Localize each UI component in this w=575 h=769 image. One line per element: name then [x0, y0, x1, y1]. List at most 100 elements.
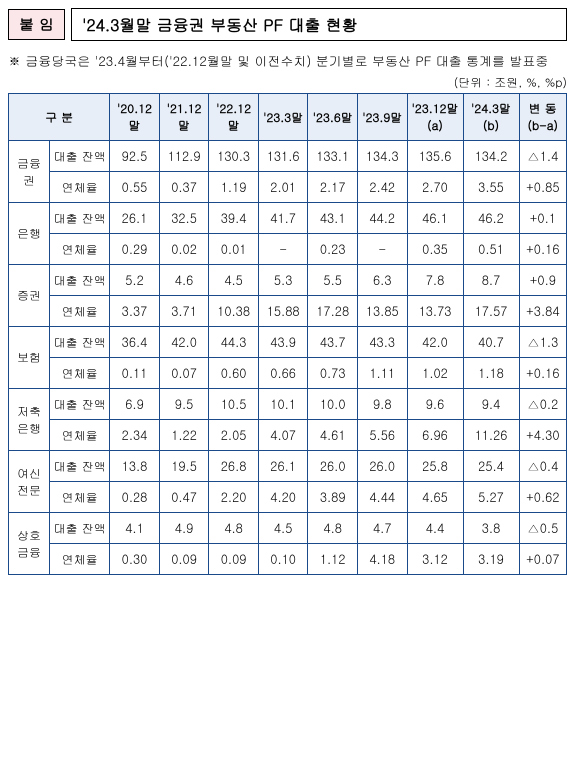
table-row: 연체율0.110.070.600.660.731.111.021.18+0.16 — [9, 358, 567, 389]
value-cell: 4.4 — [407, 513, 463, 544]
table-row: 금융권대출 잔액92.5112.9130.3131.6133.1134.3135… — [9, 141, 567, 172]
value-cell: 9.4 — [463, 389, 519, 420]
col-period-5: '23.9말 — [357, 94, 407, 141]
value-cell: 25.4 — [463, 451, 519, 482]
value-cell: 1.02 — [407, 358, 463, 389]
value-cell: 0.29 — [110, 234, 160, 265]
subrow-rate: 연체율 — [49, 482, 109, 513]
value-cell: 15.88 — [258, 296, 308, 327]
delta-cell: +0.16 — [519, 358, 566, 389]
value-cell: 130.3 — [209, 141, 259, 172]
table-row: 은행대출 잔액26.132.539.441.743.144.246.146.2+… — [9, 203, 567, 234]
value-cell: 2.17 — [308, 172, 358, 203]
value-cell: 7.8 — [407, 265, 463, 296]
value-cell: 1.18 — [463, 358, 519, 389]
value-cell: 17.28 — [308, 296, 358, 327]
value-cell: 43.9 — [258, 327, 308, 358]
col-category: 구 분 — [9, 94, 110, 141]
value-cell: 0.37 — [159, 172, 209, 203]
value-cell: 46.2 — [463, 203, 519, 234]
value-cell: 10.5 — [209, 389, 259, 420]
col-period-3: '23.3말 — [258, 94, 308, 141]
value-cell: 4.18 — [357, 544, 407, 575]
category-cell: 저축 은행 — [9, 389, 50, 451]
value-cell: 44.2 — [357, 203, 407, 234]
delta-cell: +0.85 — [519, 172, 566, 203]
value-cell: 4.8 — [209, 513, 259, 544]
col-b: '24.3말 (b) — [463, 94, 519, 141]
value-cell: 3.19 — [463, 544, 519, 575]
value-cell: 133.1 — [308, 141, 358, 172]
value-cell: 10.1 — [258, 389, 308, 420]
category-cell: 증권 — [9, 265, 50, 327]
value-cell: 42.0 — [159, 327, 209, 358]
category-cell: 상호 금융 — [9, 513, 50, 575]
delta-cell: △1.3 — [519, 327, 566, 358]
value-cell: 2.70 — [407, 172, 463, 203]
value-cell: 0.73 — [308, 358, 358, 389]
value-cell: 5.5 — [308, 265, 358, 296]
value-cell: 32.5 — [159, 203, 209, 234]
subrow-rate: 연체율 — [49, 172, 109, 203]
value-cell: 43.3 — [357, 327, 407, 358]
subrow-balance: 대출 잔액 — [49, 327, 109, 358]
value-cell: 0.66 — [258, 358, 308, 389]
subrow-balance: 대출 잔액 — [49, 203, 109, 234]
value-cell: 134.2 — [463, 141, 519, 172]
subrow-rate: 연체율 — [49, 234, 109, 265]
value-cell: 2.20 — [209, 482, 259, 513]
value-cell: 2.42 — [357, 172, 407, 203]
category-cell: 보험 — [9, 327, 50, 389]
attachment-badge: 붙 임 — [8, 9, 65, 40]
value-cell: 4.1 — [110, 513, 160, 544]
value-cell: 0.09 — [209, 544, 259, 575]
value-cell: 2.01 — [258, 172, 308, 203]
value-cell: 10.0 — [308, 389, 358, 420]
value-cell: 131.6 — [258, 141, 308, 172]
value-cell: 6.9 — [110, 389, 160, 420]
delta-cell: +0.07 — [519, 544, 566, 575]
value-cell: 13.85 — [357, 296, 407, 327]
value-cell: 6.96 — [407, 420, 463, 451]
col-delta: 변 동 (b-a) — [519, 94, 566, 141]
category-cell: 금융권 — [9, 141, 50, 203]
value-cell: 0.60 — [209, 358, 259, 389]
subrow-rate: 연체율 — [49, 544, 109, 575]
value-cell: 44.3 — [209, 327, 259, 358]
value-cell: 4.8 — [308, 513, 358, 544]
delta-cell: △0.5 — [519, 513, 566, 544]
value-cell: 36.4 — [110, 327, 160, 358]
delta-cell: △1.4 — [519, 141, 566, 172]
delta-cell: +3.84 — [519, 296, 566, 327]
value-cell: 9.5 — [159, 389, 209, 420]
value-cell: 92.5 — [110, 141, 160, 172]
value-cell: 13.8 — [110, 451, 160, 482]
value-cell: 4.20 — [258, 482, 308, 513]
table-row: 보험대출 잔액36.442.044.343.943.743.342.040.7△… — [9, 327, 567, 358]
value-cell: 0.01 — [209, 234, 259, 265]
delta-cell: +0.9 — [519, 265, 566, 296]
table-row: 연체율0.550.371.192.012.172.422.703.55+0.85 — [9, 172, 567, 203]
subrow-balance: 대출 잔액 — [49, 389, 109, 420]
value-cell: 1.19 — [209, 172, 259, 203]
table-row: 증권대출 잔액5.24.64.55.35.56.37.88.7+0.9 — [9, 265, 567, 296]
value-cell: 4.7 — [357, 513, 407, 544]
value-cell: 4.9 — [159, 513, 209, 544]
value-cell: 46.1 — [407, 203, 463, 234]
table-row: 여신 전문대출 잔액13.819.526.826.126.026.025.825… — [9, 451, 567, 482]
value-cell: 42.0 — [407, 327, 463, 358]
value-cell: - — [357, 234, 407, 265]
value-cell: 43.1 — [308, 203, 358, 234]
value-cell: 0.55 — [110, 172, 160, 203]
col-period-4: '23.6말 — [308, 94, 358, 141]
value-cell: 19.5 — [159, 451, 209, 482]
value-cell: 5.2 — [110, 265, 160, 296]
table-row: 연체율0.280.472.204.203.894.444.655.27+0.62 — [9, 482, 567, 513]
value-cell: - — [258, 234, 308, 265]
value-cell: 0.23 — [308, 234, 358, 265]
value-cell: 9.6 — [407, 389, 463, 420]
subrow-balance: 대출 잔액 — [49, 513, 109, 544]
value-cell: 134.3 — [357, 141, 407, 172]
value-cell: 41.7 — [258, 203, 308, 234]
value-cell: 0.02 — [159, 234, 209, 265]
